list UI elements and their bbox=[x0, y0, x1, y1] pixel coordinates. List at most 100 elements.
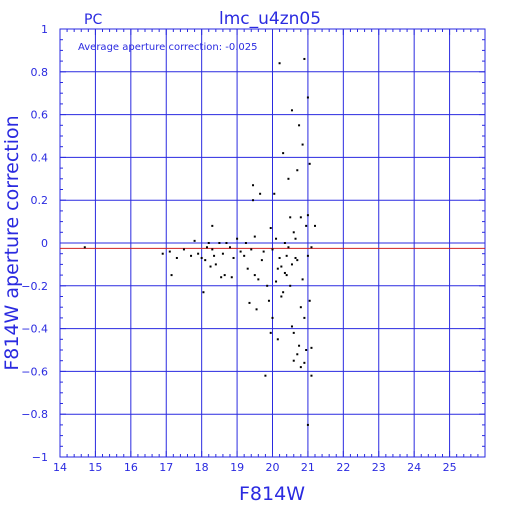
data-point bbox=[283, 242, 286, 244]
data-point bbox=[294, 256, 297, 259]
data-point bbox=[305, 224, 308, 227]
data-point bbox=[276, 267, 279, 270]
data-point bbox=[236, 237, 239, 240]
x-tick-labels: 14 15 16 17 18 19 20 21 22 23 24 25 bbox=[53, 461, 457, 474]
grid bbox=[60, 29, 485, 457]
data-point bbox=[230, 276, 233, 279]
data-point bbox=[239, 250, 242, 253]
data-point bbox=[209, 265, 212, 268]
data-point bbox=[243, 254, 246, 257]
data-point bbox=[250, 248, 253, 251]
data-point bbox=[271, 248, 274, 251]
y-tick-label: −0.4 bbox=[21, 323, 48, 336]
data-point bbox=[259, 192, 262, 195]
data-point bbox=[296, 353, 299, 356]
data-point bbox=[205, 246, 208, 249]
data-point bbox=[294, 237, 297, 240]
y-tick-label: 0.4 bbox=[31, 151, 49, 164]
data-point bbox=[290, 263, 293, 266]
data-point bbox=[207, 242, 210, 244]
data-point bbox=[161, 252, 164, 255]
data-point bbox=[303, 316, 306, 319]
data-point bbox=[273, 192, 276, 195]
data-point bbox=[306, 96, 309, 99]
data-point bbox=[190, 254, 193, 257]
data-point bbox=[306, 254, 309, 257]
data-point bbox=[299, 366, 302, 369]
data-point bbox=[289, 216, 292, 219]
data-point bbox=[260, 259, 263, 262]
y-tick-label: 0.6 bbox=[31, 109, 49, 122]
x-tick-label: 19 bbox=[230, 461, 244, 474]
data-point bbox=[213, 254, 216, 257]
data-point bbox=[214, 263, 217, 266]
data-point bbox=[292, 359, 295, 362]
data-point bbox=[314, 224, 316, 227]
data-point bbox=[262, 250, 265, 253]
x-tick-label: 18 bbox=[195, 461, 209, 474]
y-tick-label: 0 bbox=[41, 237, 48, 250]
data-point bbox=[310, 374, 313, 377]
data-point bbox=[83, 246, 86, 249]
data-point bbox=[271, 316, 274, 319]
x-tick-label: 17 bbox=[159, 461, 173, 474]
data-point bbox=[252, 184, 255, 187]
data-point bbox=[269, 227, 272, 230]
data-point bbox=[287, 246, 290, 249]
data-point bbox=[310, 346, 313, 349]
data-point bbox=[175, 256, 178, 259]
data-point bbox=[257, 278, 260, 281]
x-tick-label: 24 bbox=[407, 461, 421, 474]
data-point bbox=[276, 338, 279, 341]
data-point bbox=[301, 278, 304, 281]
data-point bbox=[202, 291, 205, 294]
x-axis-label: F814W bbox=[239, 483, 305, 505]
y-tick-labels: −1 −0.8 −0.6 −0.4 −0.2 0 0.2 0.4 0.6 0.8 1 bbox=[21, 23, 48, 464]
y-tick-label: 0.2 bbox=[31, 194, 49, 207]
data-point bbox=[275, 237, 278, 240]
data-point bbox=[193, 239, 196, 242]
average-annotation: Average aperture correction: -0.025 bbox=[78, 42, 258, 53]
data-point bbox=[310, 246, 313, 249]
data-point bbox=[253, 235, 256, 238]
data-point bbox=[282, 152, 285, 155]
chart-title: lmc_u4zn05 bbox=[219, 9, 321, 29]
data-point bbox=[298, 344, 301, 347]
data-point bbox=[289, 284, 292, 287]
data-point bbox=[170, 274, 173, 277]
data-point bbox=[285, 274, 288, 277]
x-tick-label: 20 bbox=[266, 461, 280, 474]
data-point bbox=[278, 62, 281, 65]
data-point bbox=[296, 259, 299, 262]
data-point bbox=[244, 242, 247, 244]
data-point bbox=[253, 274, 256, 277]
data-point bbox=[280, 295, 283, 298]
data-point bbox=[292, 231, 295, 234]
data-point bbox=[225, 242, 228, 244]
data-point bbox=[182, 248, 185, 251]
data-point bbox=[306, 214, 309, 217]
x-tick-label: 22 bbox=[336, 461, 350, 474]
data-point bbox=[232, 256, 235, 259]
data-point bbox=[290, 325, 293, 328]
x-tick-label: 14 bbox=[53, 461, 67, 474]
data-point bbox=[283, 271, 286, 274]
data-point bbox=[197, 252, 200, 255]
data-point bbox=[248, 301, 251, 304]
data-point bbox=[252, 199, 255, 202]
data-point bbox=[211, 224, 214, 227]
data-point bbox=[299, 306, 302, 309]
data-point bbox=[306, 423, 309, 426]
x-tick-label: 21 bbox=[301, 461, 315, 474]
y-tick-label: −0.2 bbox=[21, 280, 48, 293]
data-point bbox=[221, 252, 224, 255]
data-point bbox=[269, 331, 272, 334]
data-point bbox=[292, 331, 295, 334]
data-points bbox=[83, 57, 316, 426]
x-tick-label: 15 bbox=[88, 461, 102, 474]
data-point bbox=[298, 124, 301, 127]
data-point bbox=[287, 177, 290, 180]
data-point bbox=[280, 265, 283, 268]
data-point bbox=[308, 299, 311, 302]
data-point bbox=[305, 349, 308, 351]
